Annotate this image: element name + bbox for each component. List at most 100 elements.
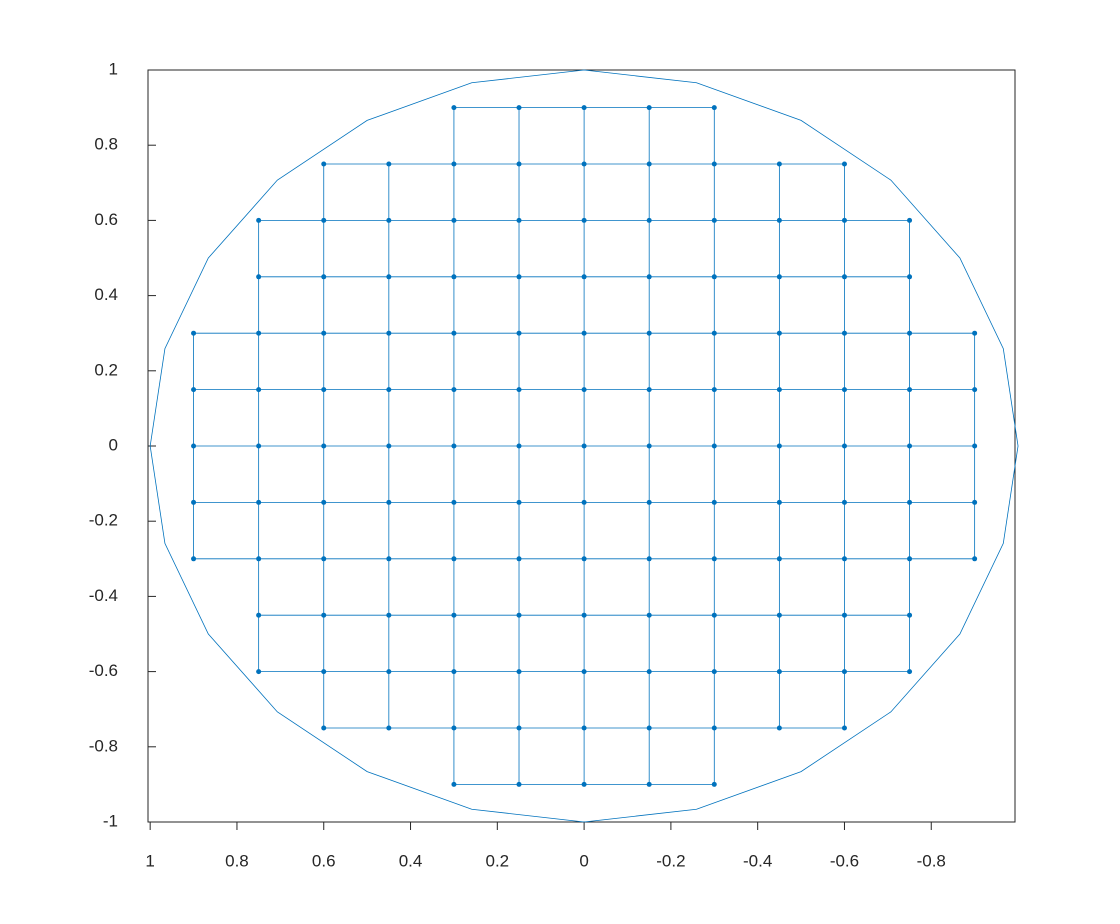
mesh-point <box>191 499 197 505</box>
mesh-point <box>451 330 457 336</box>
mesh-point <box>516 330 522 336</box>
x-tick-label: 0.2 <box>485 851 509 870</box>
mesh-point <box>646 105 652 111</box>
mesh-point <box>386 669 392 675</box>
mesh-point <box>776 330 782 336</box>
mesh-point <box>907 556 913 562</box>
mesh-point <box>451 217 457 223</box>
mesh-point <box>581 612 587 618</box>
y-tick-label: -0.2 <box>89 511 118 530</box>
mesh-point <box>321 556 327 562</box>
mesh-point <box>516 161 522 167</box>
mesh-point <box>581 274 587 280</box>
mesh-point <box>776 443 782 449</box>
mesh-point <box>841 443 847 449</box>
mesh-point <box>646 781 652 787</box>
mesh-point <box>776 669 782 675</box>
mesh-point <box>386 612 392 618</box>
mesh-point <box>972 443 978 449</box>
y-tick-label: 0.4 <box>94 285 118 304</box>
mesh-point <box>972 499 978 505</box>
mesh-point <box>386 274 392 280</box>
mesh-point <box>972 330 978 336</box>
mesh-point <box>516 387 522 393</box>
mesh-point <box>321 217 327 223</box>
mesh-point <box>321 725 327 731</box>
mesh-point <box>386 725 392 731</box>
mesh-point <box>451 612 457 618</box>
mesh-point <box>907 499 913 505</box>
y-tick-label: 0 <box>109 435 118 454</box>
y-tick-label: -1 <box>103 811 118 830</box>
mesh-point <box>191 330 197 336</box>
mesh-point <box>321 443 327 449</box>
mesh-point <box>841 612 847 618</box>
mesh-point <box>646 330 652 336</box>
mesh-point <box>972 387 978 393</box>
y-tick-label: 1 <box>109 59 118 78</box>
mesh-point <box>711 161 717 167</box>
mesh-point <box>191 387 197 393</box>
mesh-point <box>841 161 847 167</box>
mesh-point <box>776 725 782 731</box>
mesh-point <box>646 387 652 393</box>
mesh-point <box>841 330 847 336</box>
mesh-point <box>646 217 652 223</box>
mesh-point <box>646 669 652 675</box>
mesh-point <box>451 387 457 393</box>
mesh-point <box>711 105 717 111</box>
mesh-point <box>841 274 847 280</box>
mesh-point <box>386 387 392 393</box>
mesh-point <box>256 387 262 393</box>
mesh-point <box>581 781 587 787</box>
mesh-point <box>841 725 847 731</box>
mesh-point <box>321 161 327 167</box>
mesh-point <box>451 556 457 562</box>
mesh-point <box>451 669 457 675</box>
mesh-point <box>776 499 782 505</box>
mesh-point <box>711 274 717 280</box>
mesh-point <box>451 443 457 449</box>
x-tick-label: 1 <box>145 851 154 870</box>
mesh-point <box>256 443 262 449</box>
mesh-point <box>256 274 262 280</box>
y-tick-label: -0.6 <box>89 661 118 680</box>
mesh-point <box>581 330 587 336</box>
mesh-point <box>776 612 782 618</box>
mesh-point <box>711 387 717 393</box>
mesh-point <box>451 725 457 731</box>
mesh-point <box>581 217 587 223</box>
mesh-point <box>321 330 327 336</box>
mesh-point <box>451 105 457 111</box>
mesh-point <box>516 781 522 787</box>
mesh-point <box>516 274 522 280</box>
mesh-point <box>451 274 457 280</box>
mesh-point <box>841 556 847 562</box>
mesh-point <box>841 499 847 505</box>
mesh-point <box>386 161 392 167</box>
mesh-point <box>256 669 262 675</box>
mesh-point <box>646 443 652 449</box>
mesh-point <box>516 217 522 223</box>
mesh-point <box>776 274 782 280</box>
mesh-point <box>581 499 587 505</box>
mesh-point <box>581 669 587 675</box>
mesh-point <box>386 443 392 449</box>
mesh-point <box>646 161 652 167</box>
mesh-point <box>907 612 913 618</box>
x-tick-label: 0.8 <box>225 851 249 870</box>
mesh-point <box>646 274 652 280</box>
mesh-point <box>711 612 717 618</box>
mesh-point <box>256 217 262 223</box>
mesh-point <box>646 612 652 618</box>
mesh-point <box>451 161 457 167</box>
mesh-point <box>386 499 392 505</box>
mesh-point <box>711 781 717 787</box>
mesh-point <box>646 556 652 562</box>
mesh-point <box>321 612 327 618</box>
mesh-point <box>972 556 978 562</box>
mesh-point <box>386 556 392 562</box>
mesh-point <box>841 669 847 675</box>
mesh-point <box>516 556 522 562</box>
